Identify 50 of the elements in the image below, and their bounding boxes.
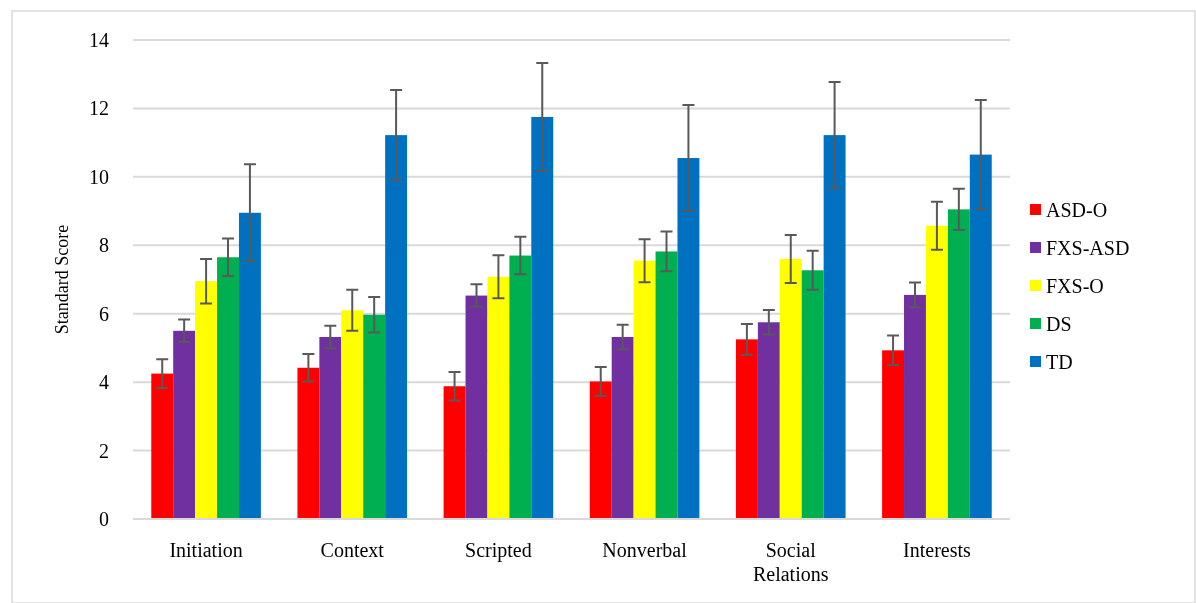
legend-label: TD [1046, 351, 1073, 373]
bar [757, 322, 780, 519]
x-tick-label: Social Relations [752, 539, 829, 585]
bar [779, 258, 802, 519]
y-tick-label: 10 [89, 165, 109, 188]
bar [589, 381, 612, 519]
x-tick-label: Scripted [465, 539, 532, 562]
y-axis-title: Standard Score [52, 224, 72, 335]
legend-label: FXS-O [1046, 275, 1104, 297]
bar [969, 154, 992, 519]
legend-label: ASD-O [1046, 199, 1108, 221]
bar [363, 314, 386, 519]
bar [443, 386, 466, 519]
legend-label: DS [1046, 313, 1072, 335]
bar [655, 251, 678, 519]
bar [735, 339, 758, 519]
x-tick-label: Interests [903, 539, 971, 561]
bar [465, 295, 488, 519]
y-tick-label: 0 [99, 508, 109, 530]
bar [151, 373, 174, 519]
bar [487, 276, 510, 519]
bar [509, 255, 532, 519]
x-tick-label: Nonverbal [602, 539, 688, 561]
x-tick-label: Context [320, 539, 385, 561]
bar [611, 336, 634, 519]
bar [238, 212, 261, 519]
bar [904, 294, 926, 519]
bar [195, 281, 218, 519]
bar [801, 270, 824, 519]
bar [319, 336, 342, 519]
bar [297, 367, 320, 519]
bar [633, 260, 656, 519]
legend-label: FXS-ASD [1046, 237, 1130, 259]
bar [677, 158, 700, 519]
y-tick-label: 2 [99, 439, 109, 462]
bar [925, 225, 948, 519]
y-tick-label: 14 [89, 29, 109, 51]
bar [531, 116, 554, 519]
y-tick-label: 8 [99, 234, 109, 257]
bar [947, 209, 970, 519]
bar [341, 310, 364, 519]
y-tick-label: 6 [99, 302, 109, 325]
bar [823, 135, 846, 519]
bar [173, 330, 196, 519]
y-tick-label: 4 [99, 371, 109, 394]
bar [217, 257, 239, 519]
bar [385, 135, 408, 519]
bar [882, 350, 905, 519]
y-tick-label: 12 [89, 97, 109, 120]
x-tick-label: Initiation [169, 539, 243, 561]
